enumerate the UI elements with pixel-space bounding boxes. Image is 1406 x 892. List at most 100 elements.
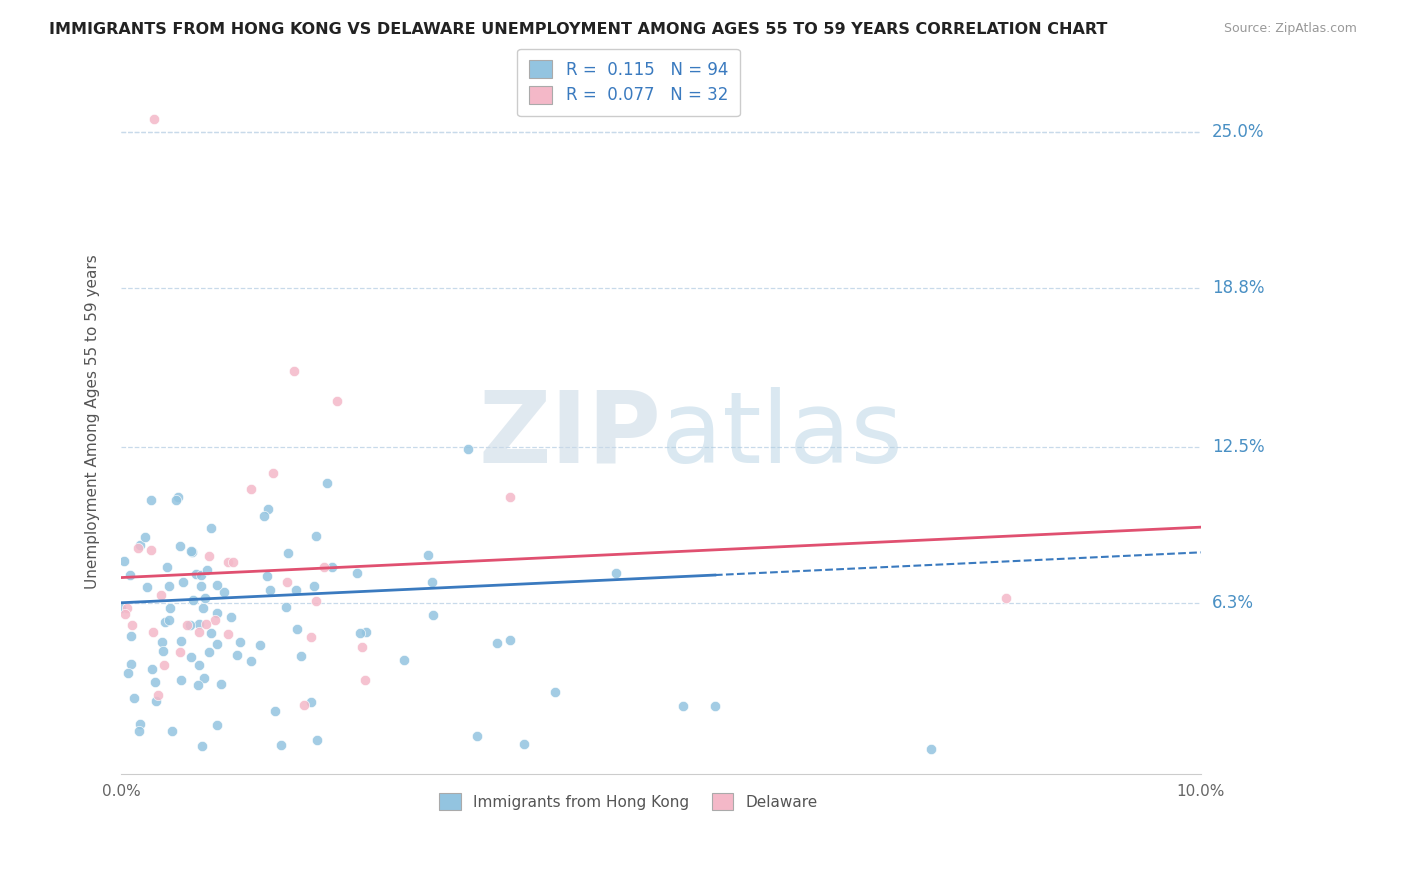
Point bbox=[190, 567, 212, 582]
Point bbox=[205, 637, 228, 651]
Point bbox=[197, 644, 219, 658]
Point bbox=[219, 609, 242, 624]
Point bbox=[316, 475, 339, 490]
Point bbox=[212, 585, 235, 599]
Point bbox=[349, 625, 371, 640]
Point bbox=[274, 599, 297, 614]
Point bbox=[420, 575, 443, 590]
Point bbox=[157, 579, 180, 593]
Point bbox=[920, 742, 942, 756]
Point bbox=[198, 549, 221, 563]
Point bbox=[187, 624, 209, 639]
Point bbox=[498, 632, 520, 647]
Point bbox=[181, 593, 204, 607]
Point bbox=[120, 629, 142, 643]
Point bbox=[170, 673, 193, 687]
Text: 12.5%: 12.5% bbox=[1212, 437, 1264, 456]
Point bbox=[299, 630, 322, 644]
Point bbox=[283, 364, 305, 378]
Point bbox=[259, 583, 281, 598]
Y-axis label: Unemployment Among Ages 55 to 59 years: Unemployment Among Ages 55 to 59 years bbox=[86, 254, 100, 589]
Text: 18.8%: 18.8% bbox=[1212, 279, 1264, 297]
Point bbox=[217, 627, 239, 641]
Point bbox=[299, 695, 322, 709]
Point bbox=[157, 613, 180, 627]
Point bbox=[209, 677, 232, 691]
Point bbox=[264, 704, 287, 718]
Point bbox=[294, 698, 316, 713]
Point bbox=[276, 574, 298, 589]
Point bbox=[207, 606, 229, 620]
Point bbox=[194, 591, 217, 606]
Point bbox=[127, 541, 149, 556]
Point bbox=[226, 648, 249, 663]
Point bbox=[122, 691, 145, 706]
Point bbox=[304, 579, 326, 593]
Point bbox=[165, 492, 187, 507]
Point bbox=[166, 490, 188, 504]
Point bbox=[513, 737, 536, 751]
Point bbox=[118, 567, 141, 582]
Point bbox=[312, 560, 335, 574]
Point bbox=[326, 394, 349, 409]
Point bbox=[139, 493, 162, 508]
Point bbox=[190, 579, 212, 593]
Text: 25.0%: 25.0% bbox=[1212, 122, 1264, 141]
Point bbox=[160, 723, 183, 738]
Point bbox=[277, 546, 299, 560]
Point bbox=[353, 673, 375, 688]
Point bbox=[152, 644, 174, 658]
Point bbox=[290, 648, 312, 663]
Point bbox=[262, 467, 284, 481]
Text: atlas: atlas bbox=[661, 387, 903, 484]
Point bbox=[270, 739, 292, 753]
Point bbox=[128, 723, 150, 738]
Point bbox=[217, 555, 239, 569]
Point bbox=[193, 671, 215, 685]
Point bbox=[169, 644, 191, 658]
Point bbox=[416, 548, 439, 562]
Legend: Immigrants from Hong Kong, Delaware: Immigrants from Hong Kong, Delaware bbox=[433, 787, 824, 816]
Point bbox=[205, 577, 228, 591]
Point bbox=[142, 624, 165, 639]
Point bbox=[346, 566, 368, 580]
Point bbox=[142, 112, 165, 126]
Point bbox=[153, 657, 176, 672]
Point bbox=[180, 544, 202, 558]
Point bbox=[191, 601, 214, 615]
Point bbox=[143, 675, 166, 690]
Point bbox=[181, 545, 204, 559]
Point bbox=[305, 529, 328, 543]
Point bbox=[156, 560, 179, 574]
Point bbox=[200, 626, 222, 640]
Text: IMMIGRANTS FROM HONG KONG VS DELAWARE UNEMPLOYMENT AMONG AGES 55 TO 59 YEARS COR: IMMIGRANTS FROM HONG KONG VS DELAWARE UN… bbox=[49, 22, 1108, 37]
Point bbox=[179, 618, 201, 632]
Point bbox=[112, 554, 135, 568]
Point bbox=[117, 601, 139, 615]
Point bbox=[305, 593, 328, 607]
Point bbox=[671, 699, 693, 714]
Point bbox=[703, 699, 725, 714]
Point bbox=[354, 624, 377, 639]
Point bbox=[995, 591, 1018, 605]
Point bbox=[422, 608, 444, 623]
Point bbox=[150, 635, 173, 649]
Text: 6.3%: 6.3% bbox=[1212, 594, 1254, 612]
Point bbox=[172, 574, 194, 589]
Point bbox=[240, 654, 263, 668]
Point bbox=[145, 693, 167, 707]
Text: ZIP: ZIP bbox=[478, 387, 661, 484]
Point bbox=[249, 638, 271, 652]
Point bbox=[229, 635, 252, 649]
Point bbox=[205, 717, 228, 731]
Point bbox=[350, 640, 373, 654]
Point bbox=[204, 613, 226, 627]
Point bbox=[135, 580, 157, 594]
Point bbox=[253, 509, 276, 524]
Point bbox=[187, 678, 209, 692]
Point bbox=[139, 542, 162, 557]
Point bbox=[169, 539, 191, 553]
Point bbox=[146, 688, 169, 702]
Point bbox=[128, 717, 150, 731]
Point bbox=[321, 559, 343, 574]
